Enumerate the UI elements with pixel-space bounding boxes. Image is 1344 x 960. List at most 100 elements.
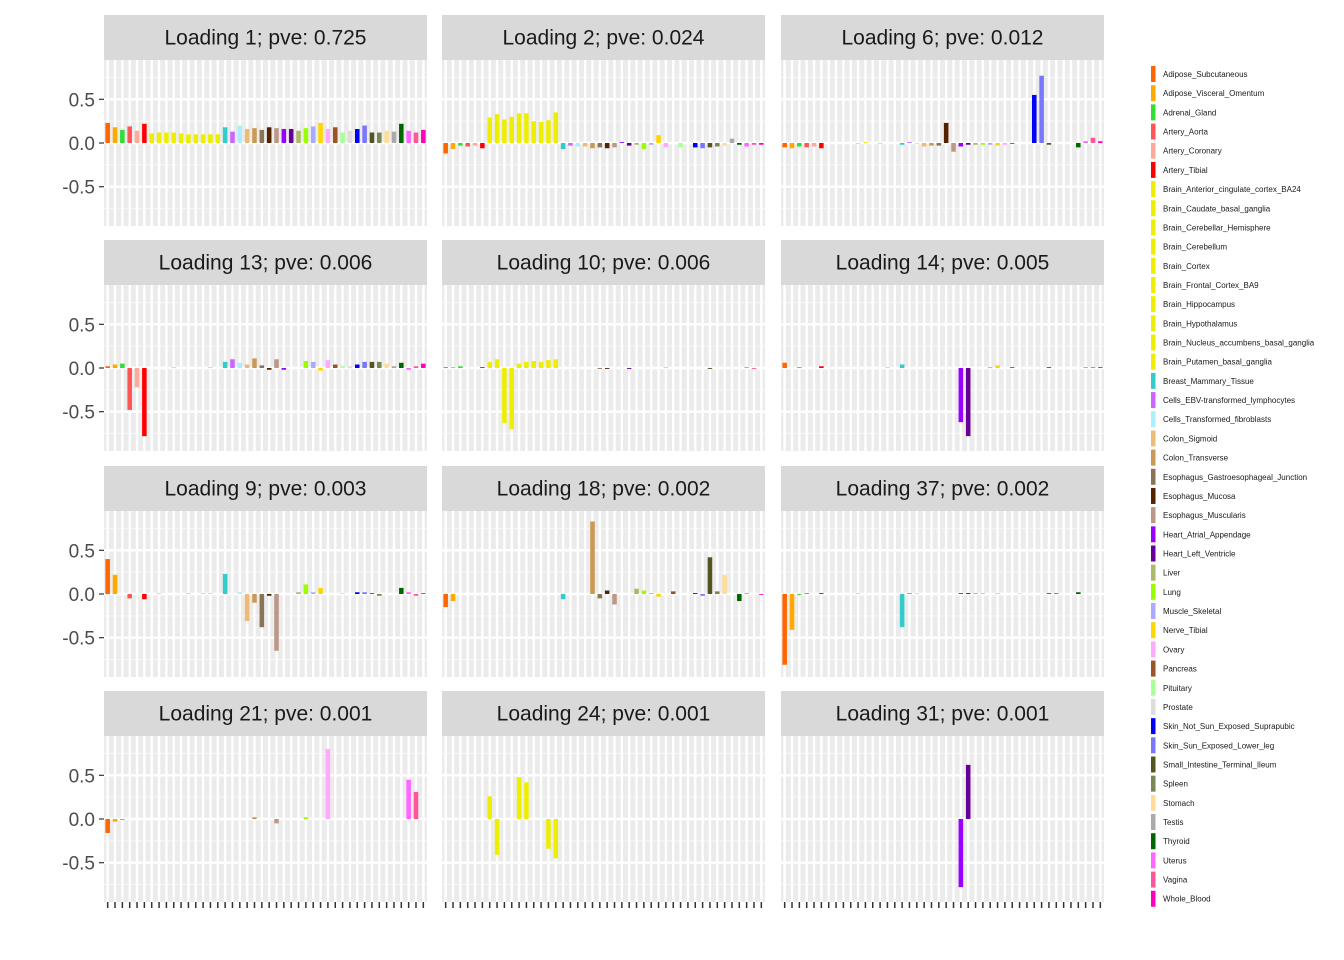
legend-item: Colon_Transverse (1151, 449, 1229, 466)
legend-item: Esophagus_Muscularis (1151, 507, 1246, 524)
bar (538, 361, 544, 368)
legend-label: Brain_Frontal_Cortex_BA9 (1163, 281, 1259, 290)
legend-label: Pancreas (1163, 665, 1197, 674)
bar (648, 143, 654, 145)
bar (546, 819, 551, 849)
bar (296, 130, 301, 143)
bar (943, 122, 949, 143)
bar (391, 366, 397, 368)
bar (524, 113, 529, 143)
bar (509, 368, 515, 430)
bar (885, 367, 890, 368)
bar (965, 764, 971, 819)
legend-label: Cells_EBV-transformed_lymphocytes (1163, 396, 1295, 405)
bar (560, 143, 566, 150)
legend-label: Whole_Blood (1163, 895, 1211, 904)
bar (494, 359, 500, 368)
bar (127, 126, 132, 143)
bar (1017, 593, 1022, 594)
facet-panel: Loading 24; pve: 0.001 (442, 691, 765, 908)
bar (973, 143, 978, 145)
y-tick-label: -0.5 (62, 403, 95, 424)
bar (722, 143, 727, 146)
legend-label: Esophagus_Mucosa (1163, 492, 1236, 501)
legend-item: Uterus (1151, 852, 1187, 869)
legend-item: Esophagus_Gastroesophageal_Junction (1151, 468, 1307, 485)
facet-strip (781, 240, 1104, 285)
legend-key (1151, 890, 1156, 907)
bar (413, 594, 419, 596)
bar (413, 791, 419, 819)
bar (789, 594, 795, 630)
bar (789, 143, 795, 149)
bar (744, 143, 749, 147)
legend-label: Skin_Sun_Exposed_Lower_leg (1163, 741, 1274, 750)
y-tick-label: -0.5 (62, 854, 95, 875)
legend-label: Heart_Atrial_Appendage (1163, 530, 1251, 539)
bar (244, 594, 250, 622)
bar (1031, 94, 1037, 143)
bar (524, 782, 529, 819)
bar (252, 358, 257, 368)
bar (244, 129, 250, 143)
bar (641, 143, 647, 150)
bar (458, 366, 463, 368)
legend-label: Artery_Coronary (1163, 147, 1222, 156)
bar (995, 143, 1000, 146)
bar (516, 113, 522, 143)
legend-label: Nerve_Tibial (1163, 626, 1208, 635)
facet-strip (781, 691, 1104, 736)
facet-panel: Loading 31; pve: 0.001 (781, 691, 1104, 908)
bar (965, 368, 971, 437)
legend-label: Brain_Nucleus_accumbens_basal_ganglia (1163, 339, 1315, 348)
bar (142, 368, 147, 437)
legend-item: Brain_Cerebellar_Hemisphere (1151, 219, 1271, 236)
legend-key (1151, 200, 1156, 217)
bar (487, 361, 492, 368)
legend-item: Artery_Aorta (1151, 123, 1208, 140)
legend-item: Brain_Hypothalamus (1151, 315, 1237, 332)
legend-label: Pituitary (1163, 684, 1192, 693)
legend-key (1151, 603, 1156, 620)
bar (208, 593, 213, 594)
bar (995, 593, 1000, 594)
facet-panel: Loading 10; pve: 0.006 (442, 240, 765, 451)
legend-label: Lung (1163, 588, 1181, 597)
legend-item: Stomach (1151, 794, 1195, 811)
legend-key (1151, 622, 1156, 639)
legend-key (1151, 85, 1156, 102)
bar (1076, 143, 1081, 148)
bar (171, 367, 177, 368)
bar (819, 143, 824, 149)
bar (626, 368, 632, 369)
facet-panel: Loading 13; pve: 0.006 0.5 0.0 -0.5 (62, 240, 427, 451)
bar (237, 592, 243, 594)
bar (303, 584, 309, 594)
legend-key (1151, 66, 1156, 82)
bar (907, 593, 912, 594)
bar (1098, 141, 1103, 143)
legend-item: Prostate (1151, 698, 1193, 715)
legend-key (1151, 276, 1156, 293)
bar (1090, 137, 1096, 143)
bar (281, 368, 287, 370)
bar (987, 143, 993, 145)
y-tick-label: 0.5 (69, 315, 95, 336)
legend-label: Uterus (1163, 856, 1187, 865)
facet-panel: Loading 1; pve: 0.725 0.5 0.0 -0.5 (62, 15, 427, 226)
bar (958, 593, 964, 594)
bar (958, 368, 964, 423)
legend-label: Esophagus_Gastroesophageal_Junction (1163, 473, 1307, 482)
legend-label: Prostate (1163, 703, 1193, 712)
y-tick-label: 0.0 (69, 585, 95, 606)
legend-key (1151, 257, 1156, 274)
legend-item: Pituitary (1151, 679, 1192, 696)
bar (936, 143, 942, 146)
bar (782, 143, 787, 148)
bar (377, 594, 382, 596)
facet-panel: Loading 6; pve: 0.012 (781, 15, 1104, 226)
bar (899, 594, 905, 628)
bar (421, 593, 426, 594)
bar (502, 368, 507, 424)
